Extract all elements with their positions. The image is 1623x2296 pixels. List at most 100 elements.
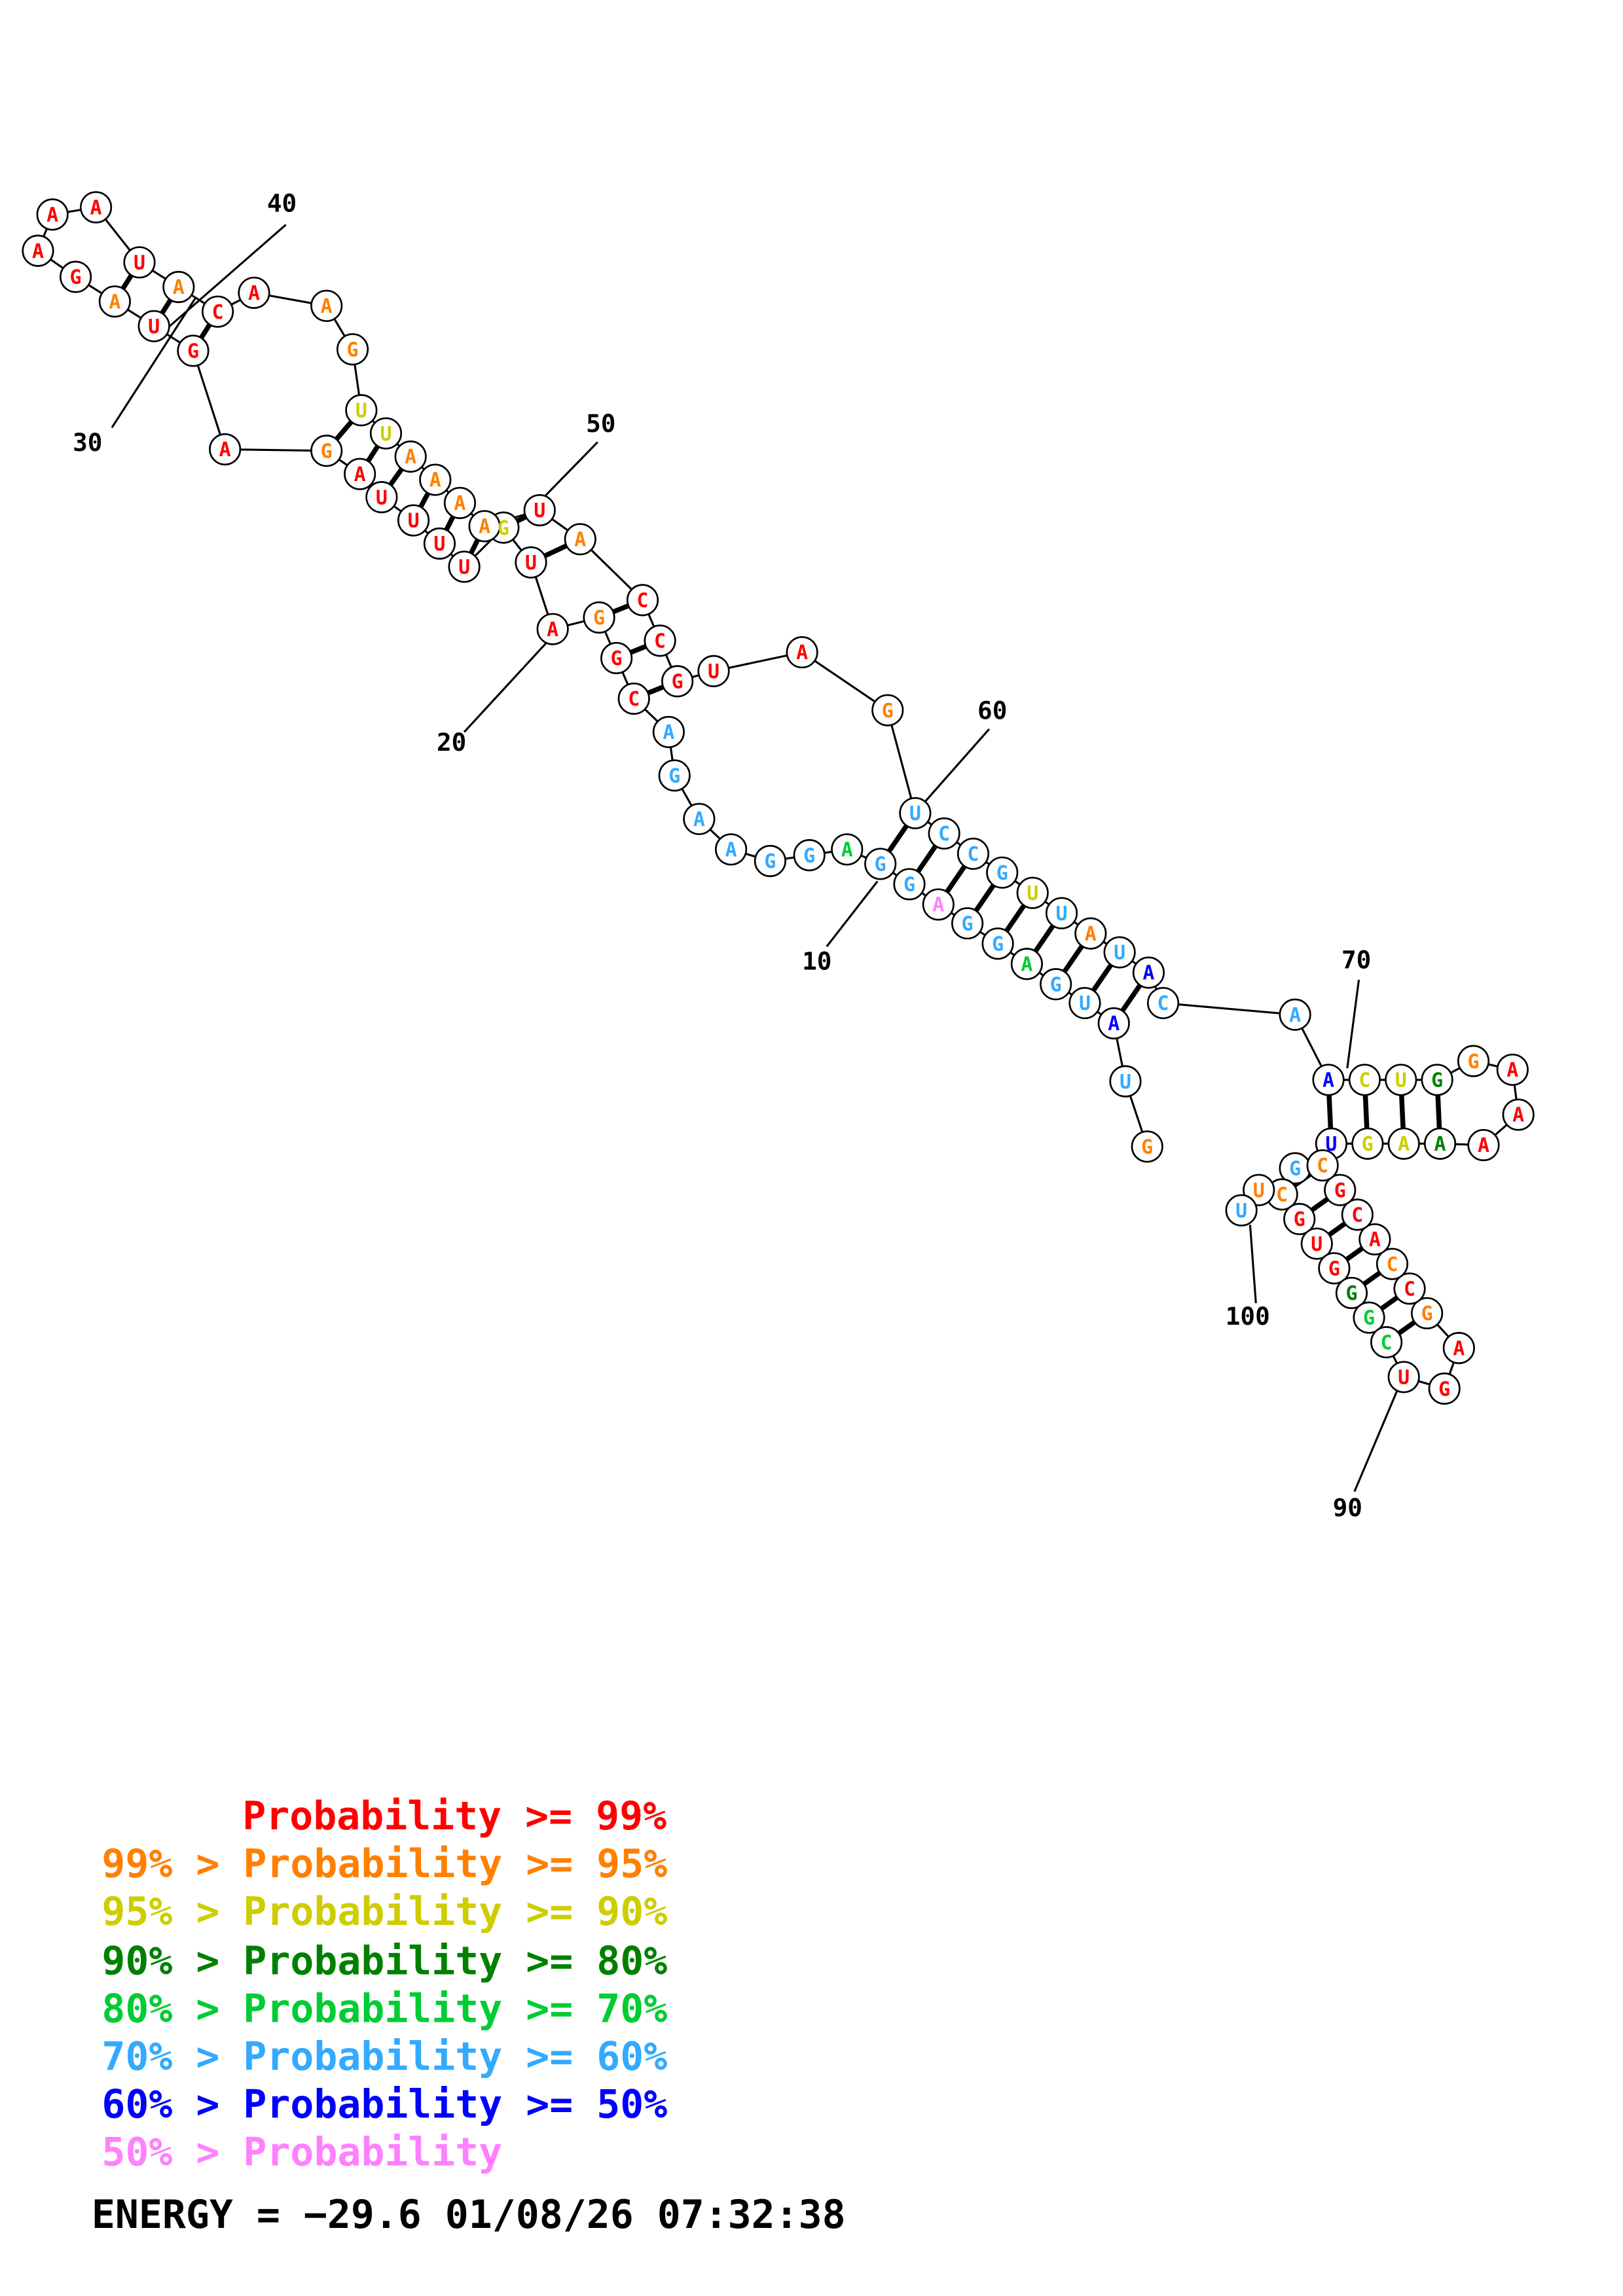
nucleotide-base: A [46, 204, 58, 226]
nucleotide-base: U [909, 802, 921, 825]
legend-row-p70: 80% > Probability >= 70% [101, 1986, 667, 2032]
position-label: 50 [586, 409, 615, 438]
nucleotide-circle [1376, 1247, 1409, 1280]
nucleotide-base: A [574, 528, 586, 551]
nucleotide-circle [793, 839, 826, 872]
nucleotide-base: A [109, 291, 120, 314]
nucleotide-base: U [1235, 1200, 1247, 1223]
nucleotide-circle [419, 463, 452, 496]
nucleotide-circle [583, 601, 615, 634]
nucleotide-circle [394, 440, 427, 473]
nucleotide-base: A [32, 240, 44, 263]
nucleotide-circle [1097, 1007, 1130, 1040]
nucleotide-base: G [1050, 973, 1062, 996]
nucleotide-base: U [408, 510, 420, 533]
nucleotide-base: G [1421, 1302, 1433, 1325]
position-label: 10 [802, 947, 831, 976]
nucleotide-base: G [996, 862, 1008, 885]
legend-row-p50: 60% > Probability >= 50% [101, 2083, 667, 2128]
nucleotide-base: A [479, 516, 490, 539]
position-label: 40 [267, 188, 297, 217]
nucleotide-circle [336, 333, 369, 366]
nucleotide-circle [1467, 1128, 1500, 1162]
nucleotide-base: A [932, 894, 944, 917]
nucleotide-circle [951, 907, 984, 940]
position-label-leader [1346, 979, 1360, 1069]
nucleotide-circle [310, 289, 343, 322]
nucleotide-circle [1324, 1174, 1357, 1206]
nucleotide-base: G [903, 874, 915, 897]
nucleotide-base: U [1395, 1069, 1407, 1092]
nucleotide-circle [957, 837, 990, 870]
nucleotide-base: C [636, 589, 648, 612]
nucleotide-circle [928, 817, 960, 850]
nucleotide-circle [369, 417, 403, 450]
nucleotide-circle [1109, 1065, 1142, 1098]
nucleotide-base: A [1369, 1229, 1381, 1251]
nucleotide-circle [1016, 876, 1049, 909]
position-label: 30 [73, 428, 102, 457]
nucleotide-base: C [1381, 1331, 1393, 1354]
nucleotide-circle [697, 655, 730, 687]
nucleotide-circle [617, 682, 650, 715]
nucleotide-circle [59, 260, 92, 293]
nucleotide-circle [1411, 1297, 1444, 1330]
nucleotide-circle [1496, 1053, 1529, 1086]
nucleotide-base: G [1362, 1133, 1374, 1156]
nucleotide-base: G [347, 338, 359, 361]
nucleotide-circle [1045, 897, 1078, 929]
nucleotide-base: G [882, 700, 894, 723]
nucleotide-base: A [429, 469, 441, 492]
position-label-leader [541, 441, 598, 499]
nucleotide-circle [345, 394, 378, 427]
nucleotide-base: A [248, 282, 260, 305]
nucleotide-base: G [668, 764, 680, 787]
nucleotide-base: U [433, 533, 445, 556]
nucleotide-circle [1131, 1130, 1163, 1163]
nucleotide-base: U [458, 556, 470, 579]
nucleotide-base: A [1289, 1004, 1301, 1027]
nucleotide-circle [443, 486, 477, 520]
nucleotide-base: G [498, 517, 509, 540]
nucleotide-circle [652, 715, 685, 748]
nucleotide-base: A [173, 276, 185, 299]
nucleotide-base: G [962, 912, 974, 935]
nucleotide-circle [1457, 1045, 1490, 1077]
nucleotide-base: G [1345, 1282, 1357, 1305]
nucleotide-circle [1103, 936, 1136, 969]
nucleotide-circle [1318, 1252, 1351, 1285]
position-label-leader [111, 296, 197, 429]
nucleotide-base: G [1141, 1136, 1153, 1158]
nucleotide-circle [1074, 917, 1107, 950]
nucleotide-base: C [1317, 1155, 1328, 1177]
nucleotide-base: U [376, 486, 388, 509]
nucleotide-circle [1225, 1194, 1258, 1227]
nucleotide-circle [523, 493, 556, 527]
nucleotide-circle [202, 295, 234, 328]
nucleotide-circle [661, 665, 694, 698]
nucleotide-base: U [380, 423, 392, 446]
nucleotide-base: A [1434, 1133, 1446, 1156]
nucleotide-base: A [1398, 1133, 1410, 1156]
nucleotide-base: A [1453, 1337, 1465, 1360]
nucleotide-base: U [1253, 1179, 1265, 1202]
nucleotide-base: A [454, 492, 465, 515]
nucleotide-circle [1353, 1301, 1385, 1334]
nucleotide-base: G [764, 850, 776, 873]
nucleotide-base: U [525, 552, 537, 575]
position-label-leader [826, 880, 879, 948]
nucleotide-circle [754, 844, 786, 878]
nucleotide-base: A [354, 463, 366, 486]
position-label-leader [158, 224, 287, 336]
nucleotide-base: G [1467, 1050, 1479, 1073]
nucleotide-base: C [967, 843, 979, 866]
nucleotide-circle [79, 191, 113, 224]
nucleotide-circle [1393, 1272, 1426, 1305]
nucleotide-base: A [1478, 1134, 1489, 1157]
position-label-leader [463, 639, 549, 733]
nucleotide-circle [564, 523, 596, 556]
nucleotide-base: G [875, 853, 886, 876]
nucleotide-circle [162, 270, 195, 304]
legend: Probability >= 99% 99% > Probability >= … [101, 1794, 667, 2176]
nucleotide-base: A [1108, 1013, 1120, 1035]
